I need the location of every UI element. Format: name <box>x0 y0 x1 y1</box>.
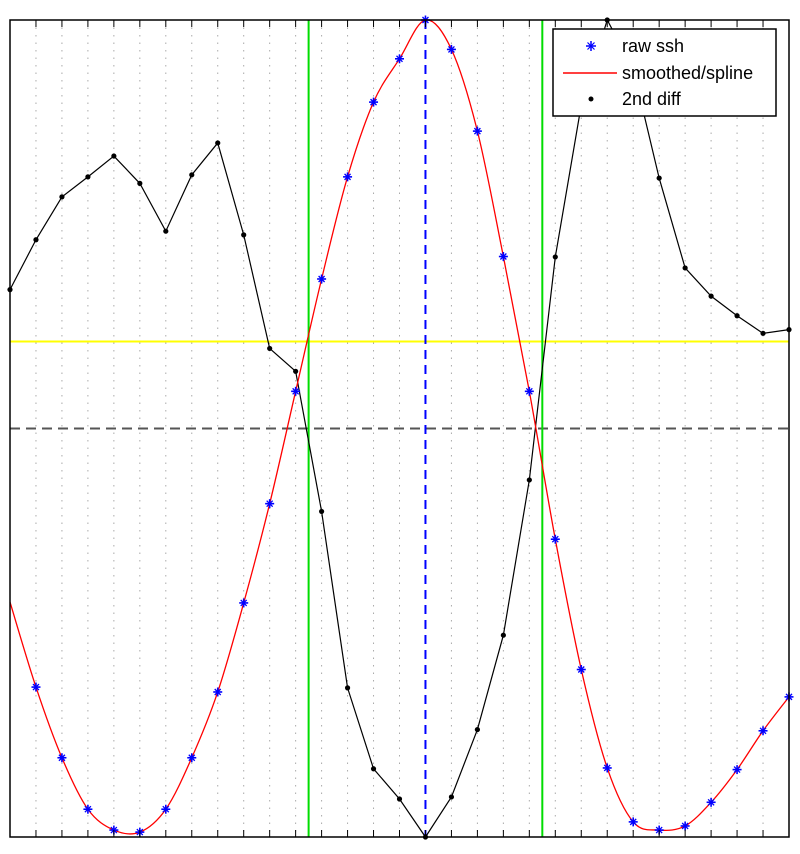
point-raw-ssh <box>31 682 41 692</box>
point-raw-ssh <box>161 804 171 814</box>
tick-marks <box>35 20 764 837</box>
point-raw-ssh <box>550 534 560 544</box>
point-raw-ssh <box>446 44 456 54</box>
point-2nd-diff <box>267 345 273 352</box>
point-2nd-diff <box>293 368 299 374</box>
point-2nd-diff <box>137 180 143 186</box>
legend-marker-2nd-diff <box>588 96 594 102</box>
point-2nd-diff <box>760 330 766 336</box>
point-2nd-diff <box>344 685 351 691</box>
point-2nd-diff <box>708 293 714 299</box>
point-2nd-diff <box>33 237 39 243</box>
point-raw-ssh <box>680 821 690 831</box>
point-raw-ssh <box>343 172 353 182</box>
point-2nd-diff <box>111 153 117 159</box>
point-2nd-diff <box>656 175 662 181</box>
point-2nd-diff <box>85 174 91 180</box>
point-2nd-diff <box>500 632 506 638</box>
point-raw-ssh <box>602 763 612 773</box>
point-raw-ssh <box>369 97 379 107</box>
point-raw-ssh <box>291 386 301 396</box>
point-raw-ssh <box>524 386 534 396</box>
legend-marker-raw-ssh <box>586 41 596 51</box>
point-2nd-diff <box>189 172 195 178</box>
point-raw-ssh <box>576 665 586 675</box>
reference-lines <box>10 20 789 837</box>
point-raw-ssh <box>706 797 716 807</box>
legend-label-smoothed: smoothed/spline <box>622 63 753 83</box>
point-raw-ssh <box>395 54 404 64</box>
point-raw-ssh <box>187 753 197 763</box>
point-2nd-diff <box>682 265 688 271</box>
point-raw-ssh <box>57 753 67 763</box>
point-raw-ssh <box>472 126 482 136</box>
point-2nd-diff <box>59 194 65 200</box>
point-raw-ssh <box>498 252 508 262</box>
series-line-smoothed-spline <box>9 19 790 835</box>
point-2nd-diff <box>552 254 558 260</box>
point-2nd-diff <box>319 508 325 515</box>
legend-label-2nd-diff: 2nd diff <box>622 89 682 109</box>
point-2nd-diff <box>241 232 247 238</box>
point-2nd-diff <box>474 726 480 733</box>
point-2nd-diff <box>396 796 403 802</box>
point-2nd-diff <box>526 477 532 483</box>
grid-lines <box>35 20 764 837</box>
point-raw-ssh <box>758 726 768 736</box>
point-raw-ssh <box>265 499 275 509</box>
point-raw-ssh <box>239 598 249 608</box>
point-2nd-diff <box>215 140 221 146</box>
point-2nd-diff <box>734 313 740 319</box>
point-raw-ssh <box>628 817 638 827</box>
point-raw-ssh <box>317 274 327 284</box>
series-layer <box>7 15 794 840</box>
point-2nd-diff <box>448 794 455 800</box>
point-raw-ssh <box>83 804 93 814</box>
legend: raw ssh smoothed/spline 2nd diff <box>552 28 777 117</box>
point-2nd-diff <box>370 766 377 772</box>
point-raw-ssh <box>213 687 223 697</box>
legend-label-raw-ssh: raw ssh <box>622 36 684 56</box>
point-raw-ssh <box>732 765 742 775</box>
point-2nd-diff <box>163 228 169 234</box>
